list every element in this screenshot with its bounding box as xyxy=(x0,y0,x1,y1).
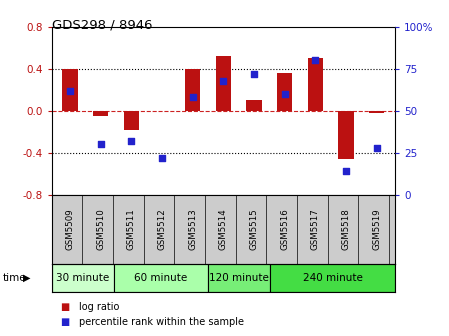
Text: 30 minute: 30 minute xyxy=(56,273,110,283)
Point xyxy=(158,155,166,161)
Point xyxy=(281,91,288,97)
Text: GSM5514: GSM5514 xyxy=(219,208,228,250)
Point xyxy=(220,78,227,83)
Text: GSM5512: GSM5512 xyxy=(158,208,167,250)
Bar xyxy=(270,264,395,292)
Bar xyxy=(124,111,139,130)
Text: 240 minute: 240 minute xyxy=(303,273,363,283)
Point xyxy=(97,142,104,147)
Text: GSM5518: GSM5518 xyxy=(342,208,351,250)
Bar xyxy=(216,56,231,111)
Bar xyxy=(114,264,208,292)
Point xyxy=(373,145,380,151)
Text: ▶: ▶ xyxy=(23,273,31,283)
Bar xyxy=(93,111,108,116)
Text: GSM5511: GSM5511 xyxy=(127,208,136,250)
Text: GSM5517: GSM5517 xyxy=(311,208,320,250)
Text: ■: ■ xyxy=(61,317,70,327)
Point xyxy=(343,169,350,174)
Point xyxy=(251,71,258,77)
Text: time: time xyxy=(2,273,26,283)
Text: log ratio: log ratio xyxy=(79,302,120,312)
Text: percentile rank within the sample: percentile rank within the sample xyxy=(79,317,244,327)
Text: GSM5515: GSM5515 xyxy=(250,208,259,250)
Bar xyxy=(277,73,292,111)
Bar xyxy=(339,111,354,159)
Text: GSM5510: GSM5510 xyxy=(96,208,105,250)
Text: 60 minute: 60 minute xyxy=(134,273,188,283)
Bar xyxy=(52,264,114,292)
Bar xyxy=(208,264,270,292)
Point xyxy=(312,58,319,63)
Text: GDS298 / 8946: GDS298 / 8946 xyxy=(52,18,152,32)
Text: GSM5519: GSM5519 xyxy=(372,209,381,250)
Bar xyxy=(185,69,200,111)
Text: GSM5516: GSM5516 xyxy=(280,208,289,250)
Text: GSM5513: GSM5513 xyxy=(188,208,197,250)
Point xyxy=(128,138,135,144)
Bar xyxy=(308,58,323,111)
Point xyxy=(66,88,74,93)
Bar xyxy=(369,111,384,113)
Bar xyxy=(62,69,78,111)
Text: GSM5509: GSM5509 xyxy=(66,209,75,250)
Text: ■: ■ xyxy=(61,302,70,312)
Point xyxy=(189,95,196,100)
Bar xyxy=(247,100,262,111)
Text: 120 minute: 120 minute xyxy=(209,273,269,283)
